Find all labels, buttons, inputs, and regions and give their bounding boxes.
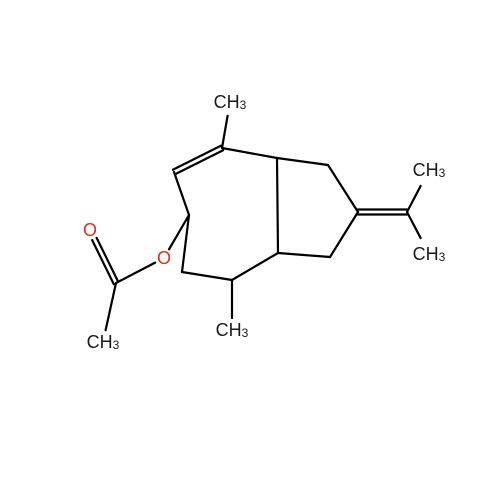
atom-label: O [83, 220, 97, 240]
atom-label: O [157, 248, 171, 268]
bond [277, 158, 278, 253]
molecule-diagram: OCH3OCH3CH3CH3CH3 [0, 0, 500, 500]
